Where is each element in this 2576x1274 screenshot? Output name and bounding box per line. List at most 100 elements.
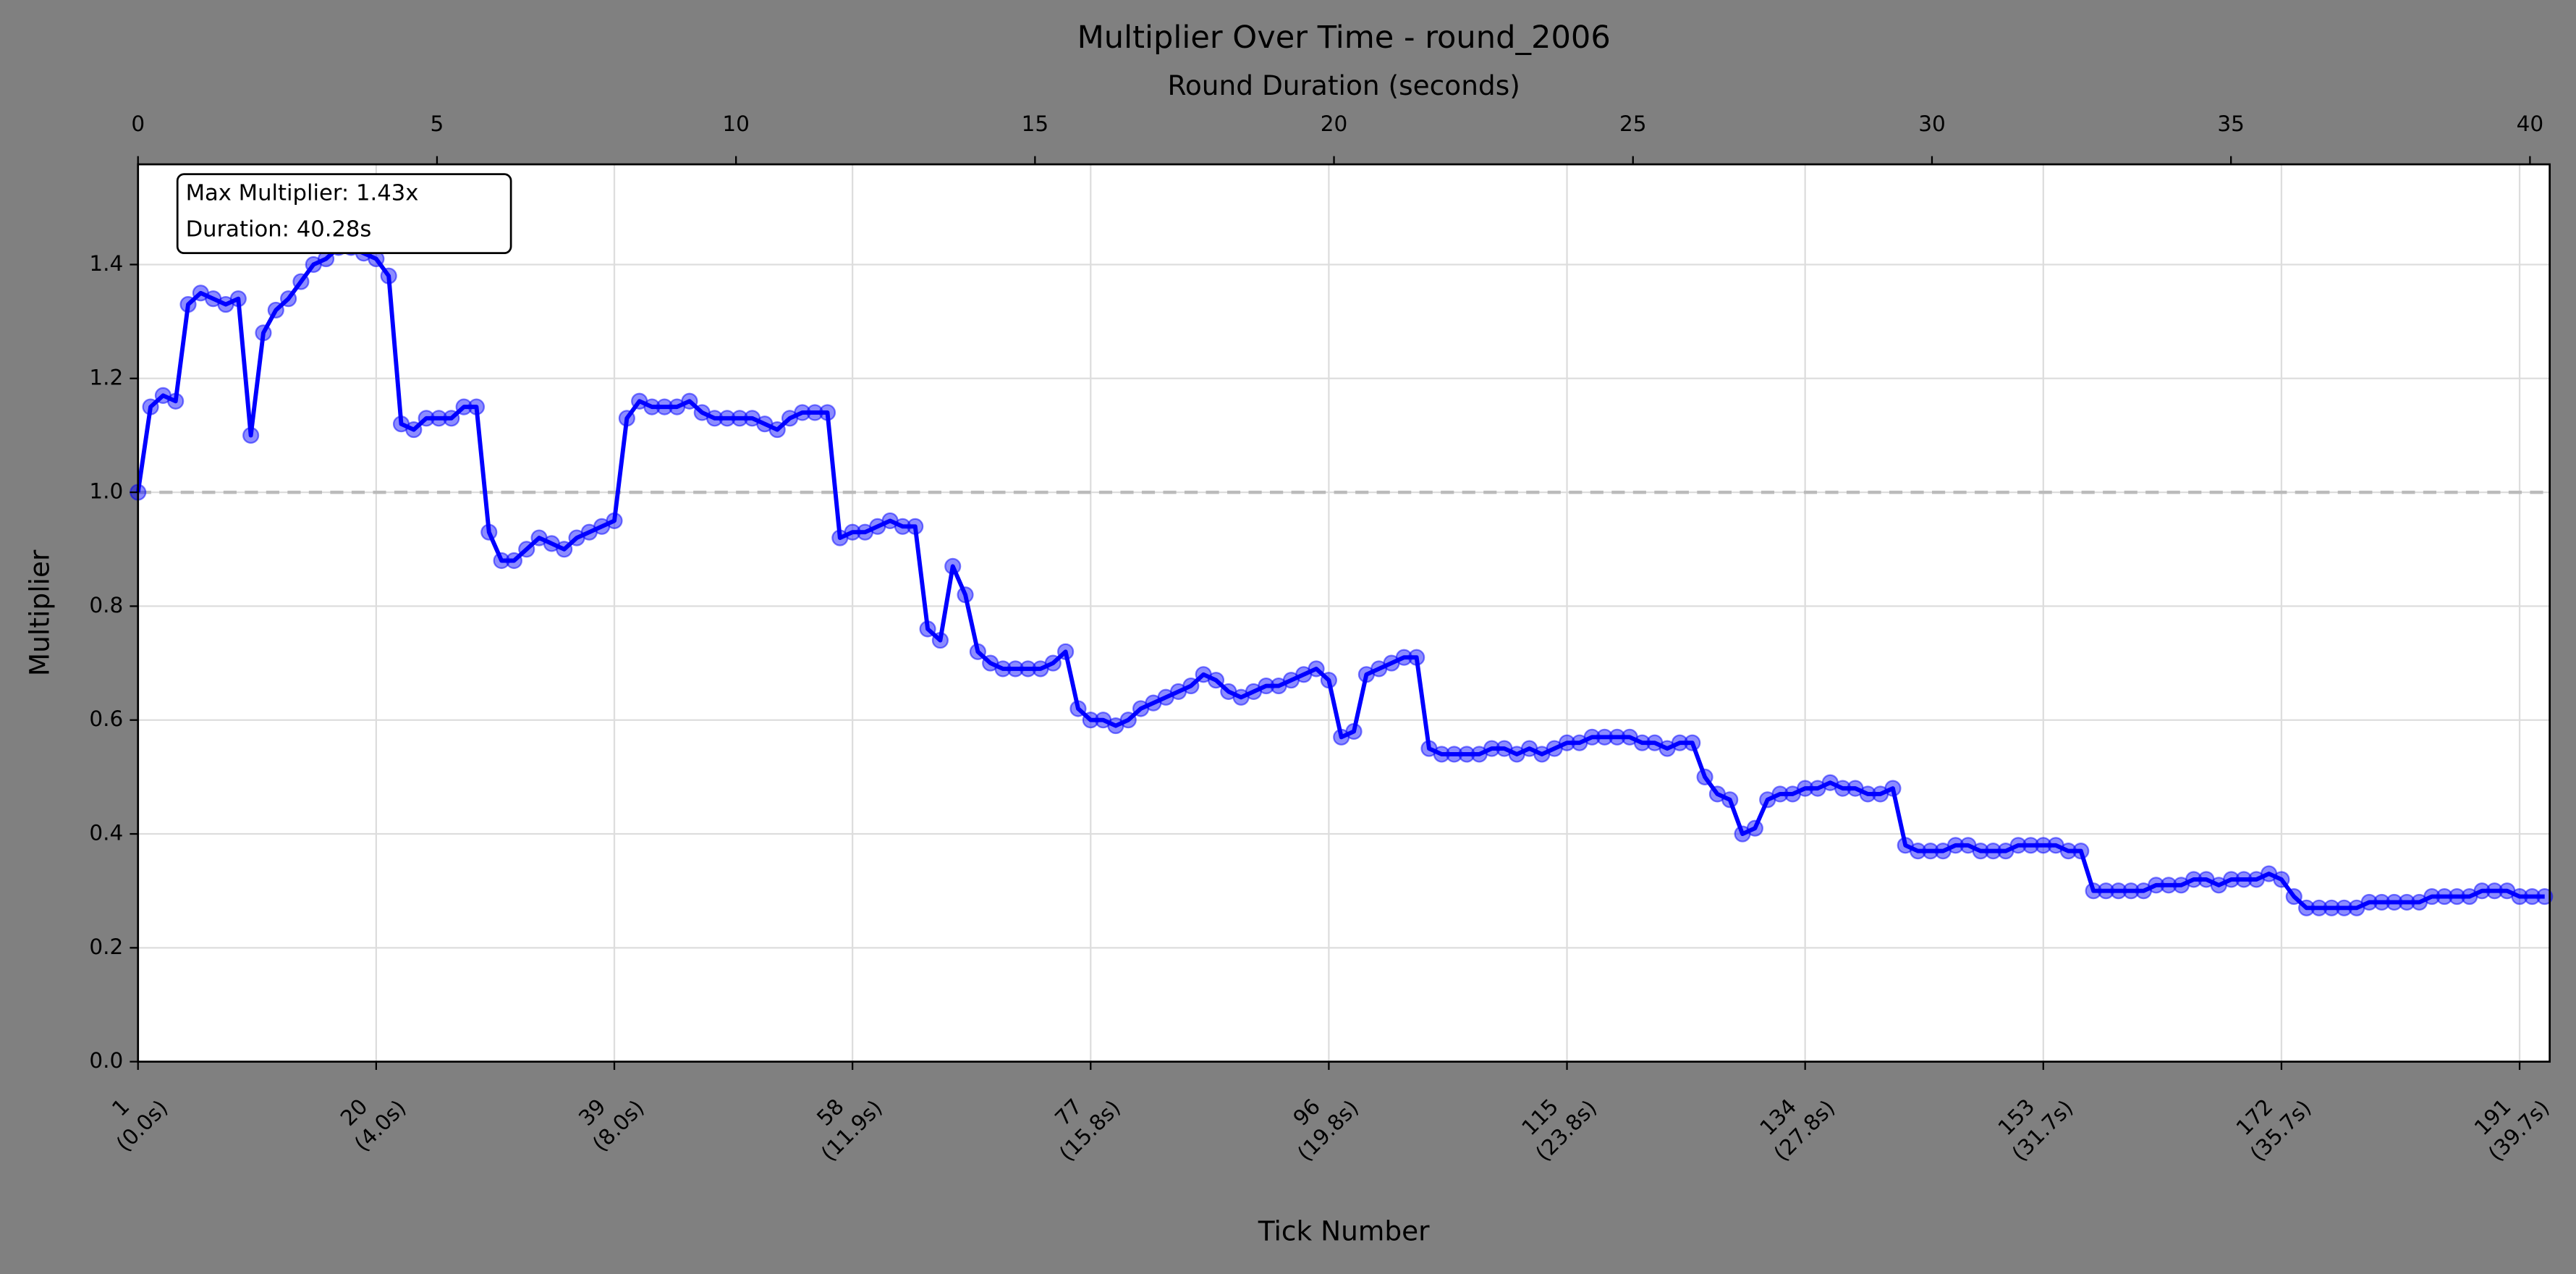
- data-point: [1308, 660, 1325, 678]
- annotation-text: Duration: 40.28s: [186, 216, 372, 242]
- data-point: [1408, 649, 1425, 666]
- data-point: [1797, 780, 1814, 797]
- data-point: [1972, 843, 1989, 860]
- data-point: [2185, 871, 2203, 888]
- data-point: [969, 643, 986, 660]
- data-point: [656, 398, 673, 415]
- data-point: [1859, 785, 1876, 803]
- data-point: [1922, 843, 1939, 860]
- data-point: [292, 273, 310, 290]
- data-point: [994, 660, 1012, 678]
- data-point: [1458, 746, 1475, 763]
- data-point: [1057, 643, 1075, 660]
- data-point: [1984, 843, 2002, 860]
- data-point: [2536, 887, 2554, 906]
- data-point: [1633, 734, 1651, 751]
- data-point: [1082, 712, 1099, 729]
- plot-area: [137, 164, 2550, 1062]
- y-tick-label: 1.0: [89, 479, 123, 504]
- y-tick-label: 0.2: [89, 935, 123, 959]
- data-point: [229, 290, 247, 308]
- data-point: [1395, 649, 1412, 666]
- data-point: [794, 404, 811, 421]
- data-point: [2323, 899, 2340, 916]
- data-point: [1583, 728, 1601, 746]
- data-point: [931, 632, 949, 649]
- data-point: [2235, 871, 2253, 888]
- x2-tick-label: 15: [1022, 111, 1049, 136]
- data-point: [2110, 882, 2127, 900]
- annotation-text: Max Multiplier: 1.43x: [186, 180, 419, 206]
- data-point: [1258, 677, 1275, 695]
- series-line: [135, 245, 2545, 911]
- data-point: [2511, 887, 2528, 906]
- data-point: [1020, 660, 1037, 678]
- data-point: [1771, 785, 1789, 803]
- data-point: [1207, 672, 1225, 689]
- x2-tick-label: 40: [2517, 111, 2544, 136]
- data-point: [731, 410, 748, 427]
- x2-tick-label: 5: [431, 111, 444, 136]
- data-point: [2523, 887, 2541, 906]
- y-tick-label: 1.4: [89, 251, 123, 276]
- data-point: [2423, 887, 2441, 906]
- data-point: [944, 557, 962, 575]
- data-point: [1069, 700, 1087, 717]
- data-point: [467, 398, 486, 415]
- data-point: [907, 518, 924, 535]
- data-point: [455, 398, 473, 415]
- data-point: [618, 410, 635, 427]
- data-point: [443, 410, 460, 427]
- x2-axis-label: Round Duration (seconds): [1168, 69, 1520, 101]
- data-point: [2398, 893, 2415, 911]
- data-point: [2148, 877, 2165, 894]
- plot-frame: [137, 163, 2551, 1063]
- data-point: [806, 404, 823, 421]
- data-point: [556, 541, 573, 558]
- data-point: [2448, 887, 2466, 906]
- data-point: [2285, 887, 2302, 906]
- data-point: [1696, 768, 1713, 785]
- x-axis-label: Tick Number: [1258, 1215, 1430, 1246]
- data-point: [2473, 882, 2491, 900]
- data-point: [2072, 843, 2090, 860]
- data-point: [280, 290, 297, 308]
- x2-tick-label: 25: [1619, 111, 1647, 136]
- data-point: [1910, 843, 1927, 860]
- data-point: [242, 426, 260, 444]
- data-point: [518, 541, 535, 558]
- x2-tick-label: 20: [1321, 111, 1348, 136]
- data-point: [2486, 882, 2504, 900]
- data-point: [2360, 893, 2378, 911]
- data-point: [2122, 882, 2140, 900]
- data-point: [2298, 899, 2316, 916]
- data-point: [1007, 660, 1024, 678]
- data-point: [1119, 712, 1137, 729]
- chart-title: Multiplier Over Time - round_2006: [1077, 20, 1611, 56]
- data-point: [894, 518, 912, 535]
- data-layer: [130, 239, 2554, 916]
- data-point: [2009, 837, 2027, 854]
- data-point: [768, 421, 786, 439]
- data-point: [1596, 728, 1614, 746]
- data-point: [2335, 899, 2353, 916]
- data-point: [2373, 893, 2391, 911]
- data-point: [706, 410, 724, 427]
- data-point: [2022, 837, 2040, 854]
- data-point: [430, 410, 448, 427]
- data-point: [681, 392, 698, 410]
- data-point: [267, 301, 284, 318]
- data-point: [2223, 871, 2240, 888]
- y-axis-label: Multiplier: [23, 549, 55, 676]
- data-point: [405, 421, 423, 439]
- data-point: [2097, 882, 2115, 900]
- annotation-box: Max Multiplier: 1.43x Duration: 40.28s: [176, 173, 512, 255]
- data-point: [2160, 877, 2177, 894]
- data-point: [2085, 882, 2102, 900]
- y-tick-label: 0.8: [89, 593, 123, 617]
- data-point: [606, 512, 623, 530]
- data-point: [1684, 734, 1701, 751]
- data-point: [2436, 887, 2453, 906]
- data-point: [1558, 734, 1576, 751]
